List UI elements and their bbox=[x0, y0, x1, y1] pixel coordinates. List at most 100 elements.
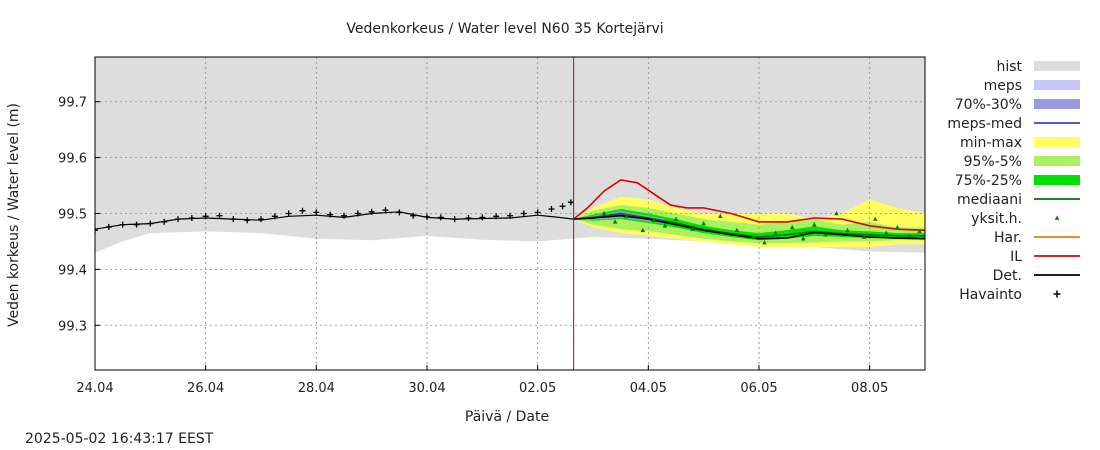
yksit-point bbox=[883, 230, 889, 235]
legend-swatch-hist bbox=[1034, 61, 1080, 71]
yksit-point bbox=[701, 221, 706, 226]
havainto-point bbox=[313, 209, 320, 216]
yksit-point bbox=[751, 234, 756, 239]
x-tick-label: 30.04 bbox=[408, 381, 445, 396]
havainto-point bbox=[382, 207, 389, 214]
yksit-point bbox=[734, 227, 740, 233]
havainto-point bbox=[493, 213, 500, 220]
legend-swatch-p70_30 bbox=[1034, 99, 1080, 109]
havainto-point bbox=[548, 206, 555, 213]
yksit-point bbox=[812, 222, 817, 227]
havainto-point bbox=[534, 209, 541, 216]
legend-label-hist: hist bbox=[996, 59, 1022, 75]
legend-label-p70_30: 70%-30% bbox=[955, 97, 1022, 113]
legend: hist meps 70%-30% meps-med min-max 95%-5% 75%-… bbox=[947, 59, 1080, 303]
havainto-point bbox=[354, 210, 361, 217]
havainto-point bbox=[202, 213, 209, 220]
havainto-point bbox=[216, 212, 223, 219]
legend-label-meps_med: meps-med bbox=[947, 116, 1022, 132]
y-tick-label: 99.7 bbox=[58, 96, 87, 111]
yksit-point bbox=[690, 226, 695, 231]
havainto-point bbox=[230, 216, 237, 223]
havainto-point bbox=[567, 199, 574, 206]
hist-band bbox=[95, 57, 925, 253]
havainto-point bbox=[188, 214, 195, 221]
legend-label-det: Det. bbox=[993, 268, 1022, 284]
yksit-point bbox=[823, 232, 828, 237]
havainto-point bbox=[424, 213, 430, 220]
yksit-point bbox=[845, 227, 850, 233]
legend-swatch-p95_5 bbox=[1034, 156, 1080, 166]
yksit-point bbox=[834, 211, 839, 216]
havainto-point bbox=[341, 212, 347, 219]
y-tick-label: 99.5 bbox=[58, 208, 87, 223]
yksit-point bbox=[895, 224, 900, 230]
chart-title: Vedenkorkeus / Water level N60 35 Kortej… bbox=[346, 21, 663, 37]
x-tick-label: 28.04 bbox=[298, 381, 335, 396]
havainto-point bbox=[507, 212, 513, 219]
y-axis-label: Veden korkeus / Water level (m) bbox=[6, 103, 22, 327]
yksit-point bbox=[917, 228, 922, 234]
legend-swatch-yksit bbox=[1054, 215, 1060, 220]
x-tick-label: 04.05 bbox=[630, 381, 667, 396]
x-tick-label: 06.05 bbox=[740, 381, 777, 396]
x-tick-label: 26.04 bbox=[187, 381, 224, 396]
legend-label-minmax: min-max bbox=[960, 135, 1022, 151]
legend-label-il: IL bbox=[1010, 249, 1022, 265]
havainto-point bbox=[105, 223, 112, 230]
meps-70-30-band bbox=[573, 210, 665, 224]
havainto-point bbox=[244, 217, 251, 224]
legend-label-p75_25: 75%-25% bbox=[955, 173, 1022, 189]
yksit-point bbox=[773, 230, 778, 235]
legend-label-yksit: yksit.h. bbox=[971, 211, 1022, 227]
havainto-point bbox=[437, 214, 444, 221]
il-line bbox=[573, 179, 925, 232]
havainto-point bbox=[271, 213, 278, 220]
havainto-point bbox=[119, 221, 126, 228]
havainto-point bbox=[479, 214, 486, 221]
yksit-point bbox=[861, 234, 867, 239]
yksit-point bbox=[640, 227, 646, 233]
legend-label-meps: meps bbox=[984, 78, 1022, 94]
yksit-point bbox=[662, 223, 668, 228]
legend-swatch-havainto bbox=[1053, 290, 1061, 298]
havainto-point bbox=[133, 221, 140, 228]
x-tick-label: 24.04 bbox=[76, 381, 113, 396]
yksit-point bbox=[872, 216, 878, 221]
havainto-point bbox=[95, 227, 98, 234]
yksit-point bbox=[789, 224, 795, 230]
havainto-point bbox=[175, 216, 181, 223]
y-tick-label: 99.6 bbox=[58, 152, 87, 167]
havainto-point bbox=[465, 214, 472, 221]
yksit-point bbox=[800, 236, 806, 241]
havainto-point bbox=[410, 212, 417, 219]
havainto-point bbox=[520, 210, 527, 217]
havainto-point bbox=[258, 216, 264, 223]
havainto-point bbox=[161, 218, 168, 225]
yksit-point bbox=[601, 211, 607, 216]
x-tick-label: 08.05 bbox=[851, 381, 888, 396]
x-axis-label: Päivä / Date bbox=[465, 409, 549, 425]
legend-swatch-meps bbox=[1034, 80, 1080, 90]
x-tick-label: 02.05 bbox=[519, 381, 556, 396]
yksit-point bbox=[717, 213, 723, 219]
havainto-point bbox=[396, 209, 403, 216]
havainto-point bbox=[147, 220, 154, 227]
yksit-point bbox=[673, 216, 679, 221]
yksit-point bbox=[906, 233, 911, 238]
havainto-point bbox=[299, 207, 306, 214]
mediaani-line bbox=[573, 212, 925, 238]
yksit-point bbox=[762, 240, 767, 245]
legend-label-mediaani: mediaani bbox=[957, 192, 1022, 208]
yksit-point bbox=[612, 219, 618, 224]
havainto-point bbox=[327, 211, 334, 218]
yksit-point bbox=[651, 217, 657, 223]
plot-content bbox=[95, 57, 925, 370]
legend-label-havainto: Havainto bbox=[959, 287, 1022, 303]
legend-swatch-p75_25 bbox=[1034, 175, 1080, 185]
yksit-point bbox=[623, 213, 629, 219]
legend-label-p95_5: 95%-5% bbox=[964, 154, 1022, 170]
y-tick-label: 99.4 bbox=[58, 263, 87, 278]
